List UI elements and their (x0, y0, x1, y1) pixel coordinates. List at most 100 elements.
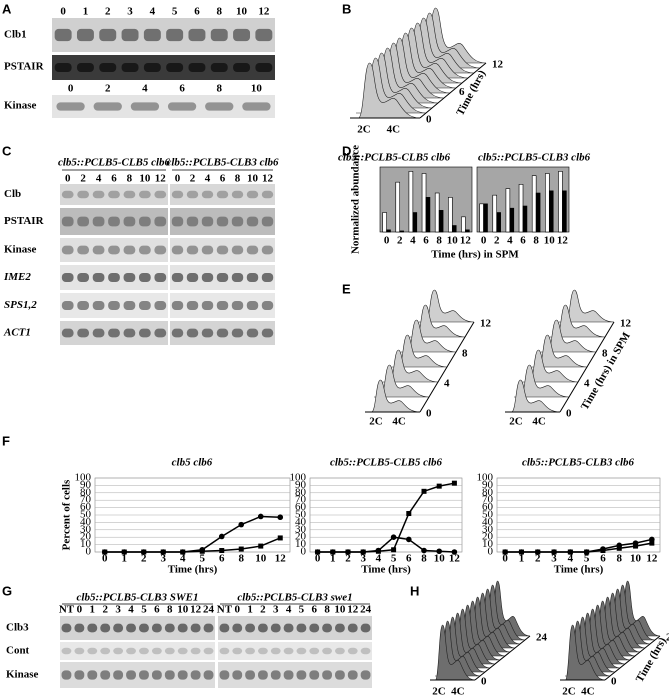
marker (180, 549, 186, 555)
dna-label: 2C (562, 686, 576, 698)
band (74, 647, 85, 655)
dna-label: 2C (509, 416, 523, 428)
band (255, 28, 273, 42)
x-tick-label: 4 (568, 553, 574, 565)
y-tick-label: 10 (295, 538, 307, 550)
marker (502, 549, 508, 555)
dna-label: 2C (357, 124, 371, 136)
histogram-trace (374, 364, 430, 398)
band (164, 623, 175, 633)
lane-label: 12 (262, 173, 274, 185)
band (87, 623, 98, 633)
bar (531, 175, 537, 233)
series-line (505, 542, 652, 553)
lane-label: 4 (142, 83, 148, 95)
y-tick-label: 100 (75, 472, 92, 484)
histogram-trace (350, 62, 421, 119)
histogram-trace (419, 289, 475, 323)
marker (360, 549, 366, 555)
blot (218, 642, 372, 660)
band (99, 28, 117, 42)
lane-label: 8 (217, 6, 223, 18)
band (61, 647, 72, 655)
band (167, 102, 197, 111)
band (99, 63, 117, 72)
blot (170, 184, 275, 205)
band (283, 670, 294, 680)
band (347, 670, 358, 680)
blot (60, 642, 215, 660)
band (87, 670, 98, 680)
histogram-trace (430, 624, 476, 681)
band (154, 301, 167, 310)
marker (600, 548, 606, 554)
x-tick-label: 8 (421, 553, 427, 565)
lane-label: 10 (139, 173, 151, 185)
band (113, 623, 124, 633)
y-tick-label: 40 (295, 516, 307, 528)
marker (406, 536, 412, 543)
marker (535, 549, 541, 555)
histogram-trace (410, 304, 466, 338)
band (108, 328, 120, 338)
lane-label: 2 (260, 604, 266, 616)
band (171, 216, 184, 227)
bar (395, 181, 401, 233)
band (203, 623, 214, 633)
band (61, 190, 74, 199)
band (121, 28, 139, 42)
band (201, 245, 214, 255)
band (335, 623, 345, 633)
dna-label: 2C (432, 686, 446, 698)
lane-label: 0 (77, 604, 83, 616)
band (143, 28, 161, 42)
band (151, 647, 162, 655)
lane-label: 5 (299, 604, 305, 616)
bar (421, 173, 427, 233)
y-tick-label: 60 (482, 501, 494, 513)
band (210, 63, 228, 72)
lane-label: 0 (60, 6, 66, 18)
band (61, 273, 74, 282)
row-label: SPS1,2 (4, 299, 37, 311)
band (74, 623, 85, 633)
row-label: PSTAIR (4, 61, 45, 73)
dna-label: 2C (369, 416, 383, 428)
histogram-trace (401, 319, 457, 353)
marker (584, 549, 590, 555)
band (138, 245, 151, 255)
band (186, 328, 199, 338)
strain-header: clb5::PCLB5-CLB3 clb6 (166, 157, 279, 169)
histogram-trace (505, 379, 561, 413)
time-tick-label: 0 (566, 408, 572, 420)
band (190, 647, 201, 655)
row-label: Clb1 (4, 29, 27, 41)
time-tick-label: 0 (426, 408, 432, 420)
band (188, 63, 206, 72)
lane-label: 3 (273, 604, 279, 616)
x-tick-label: 12 (557, 235, 569, 247)
histogram-trace (560, 624, 606, 681)
band (123, 190, 136, 199)
marker (257, 513, 264, 520)
lane-label: 2 (105, 6, 111, 18)
band (231, 273, 244, 282)
x-tick-label: 0 (481, 235, 487, 247)
band (92, 190, 105, 199)
y-tick-label: 80 (482, 486, 494, 498)
row-label: ACT1 (3, 327, 31, 339)
lane-label: 3 (127, 6, 133, 18)
histogram-trace (365, 379, 421, 413)
band (177, 647, 188, 655)
x-tick-label: 1 (519, 553, 525, 565)
band (77, 273, 90, 282)
time-axis (604, 635, 661, 681)
band (77, 190, 90, 199)
y-tick-label: 90 (482, 479, 494, 491)
band (261, 216, 274, 227)
marker (258, 543, 264, 549)
x-tick-label: 2 (494, 235, 500, 247)
bar (425, 197, 431, 233)
band (261, 273, 274, 282)
x-tick-label: 4 (507, 235, 513, 247)
